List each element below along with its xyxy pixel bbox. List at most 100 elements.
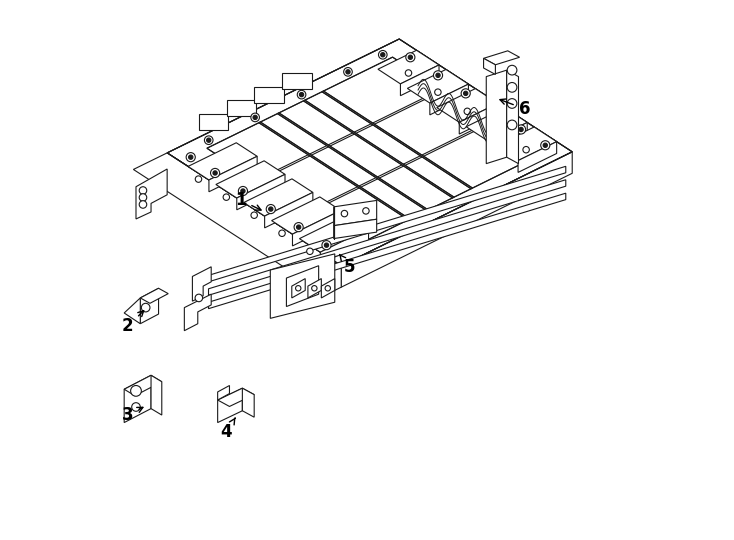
Circle shape (139, 201, 147, 208)
Circle shape (408, 55, 413, 59)
Circle shape (541, 141, 550, 150)
Circle shape (406, 53, 415, 62)
Polygon shape (272, 197, 341, 234)
Circle shape (131, 386, 142, 396)
Polygon shape (167, 153, 341, 287)
Polygon shape (437, 89, 498, 122)
Circle shape (269, 207, 273, 211)
Circle shape (322, 241, 331, 249)
Polygon shape (277, 113, 428, 211)
Polygon shape (303, 100, 454, 198)
Polygon shape (506, 70, 518, 164)
Polygon shape (124, 298, 140, 323)
Polygon shape (140, 288, 168, 303)
Circle shape (251, 212, 258, 218)
Circle shape (436, 73, 440, 77)
Polygon shape (495, 127, 556, 160)
Circle shape (519, 127, 523, 132)
Circle shape (461, 89, 470, 98)
Polygon shape (270, 254, 335, 319)
Circle shape (464, 91, 468, 96)
Polygon shape (292, 279, 305, 298)
Polygon shape (341, 152, 573, 287)
Polygon shape (255, 86, 284, 103)
Polygon shape (124, 375, 161, 396)
Polygon shape (321, 279, 335, 298)
Polygon shape (334, 219, 377, 239)
Polygon shape (208, 193, 566, 309)
Circle shape (142, 303, 150, 312)
Polygon shape (242, 388, 254, 417)
Circle shape (299, 92, 304, 97)
Circle shape (253, 115, 258, 119)
Polygon shape (218, 388, 242, 423)
Polygon shape (489, 123, 527, 153)
Polygon shape (484, 58, 495, 75)
Polygon shape (256, 89, 443, 181)
Circle shape (205, 136, 213, 145)
Polygon shape (188, 143, 257, 180)
Text: 3: 3 (122, 406, 143, 424)
Polygon shape (466, 108, 527, 141)
Circle shape (493, 127, 500, 134)
Polygon shape (218, 388, 254, 407)
Circle shape (381, 52, 385, 57)
Polygon shape (199, 114, 228, 130)
Polygon shape (136, 169, 167, 219)
Circle shape (523, 146, 529, 153)
Polygon shape (401, 65, 439, 96)
Circle shape (344, 68, 352, 76)
Polygon shape (322, 91, 473, 189)
Polygon shape (208, 180, 566, 295)
Circle shape (206, 138, 211, 143)
Circle shape (186, 153, 195, 162)
Circle shape (507, 65, 517, 75)
Circle shape (297, 225, 301, 229)
Text: 1: 1 (235, 191, 261, 210)
Circle shape (346, 70, 350, 74)
Circle shape (139, 187, 147, 194)
Text: 4: 4 (220, 418, 235, 441)
Circle shape (195, 294, 203, 302)
Polygon shape (486, 70, 506, 164)
Circle shape (223, 194, 230, 200)
Polygon shape (286, 266, 319, 307)
Polygon shape (227, 100, 256, 117)
Circle shape (543, 143, 548, 147)
Text: 2: 2 (122, 310, 144, 335)
Circle shape (296, 286, 301, 291)
Circle shape (507, 120, 517, 130)
Polygon shape (167, 39, 573, 266)
Polygon shape (484, 51, 520, 65)
Polygon shape (320, 228, 368, 264)
Circle shape (239, 186, 247, 195)
Polygon shape (208, 166, 566, 282)
Circle shape (241, 189, 245, 193)
Circle shape (195, 176, 202, 183)
Circle shape (507, 83, 517, 92)
Polygon shape (305, 121, 493, 213)
Circle shape (213, 171, 217, 175)
Circle shape (251, 113, 259, 122)
Polygon shape (283, 73, 312, 89)
Circle shape (517, 125, 526, 134)
Circle shape (507, 99, 517, 109)
Polygon shape (459, 103, 498, 134)
Circle shape (211, 168, 219, 178)
Polygon shape (151, 375, 161, 415)
Polygon shape (192, 267, 211, 301)
Circle shape (405, 70, 412, 76)
Text: 5: 5 (340, 254, 355, 276)
Text: 6: 6 (500, 99, 530, 118)
Circle shape (266, 205, 275, 214)
Circle shape (131, 403, 140, 411)
Polygon shape (518, 141, 556, 172)
Polygon shape (299, 215, 368, 252)
Circle shape (139, 194, 147, 201)
Circle shape (189, 155, 193, 159)
Circle shape (363, 208, 369, 214)
Polygon shape (209, 156, 257, 192)
Circle shape (491, 109, 495, 113)
Polygon shape (218, 386, 230, 400)
Polygon shape (134, 153, 341, 282)
